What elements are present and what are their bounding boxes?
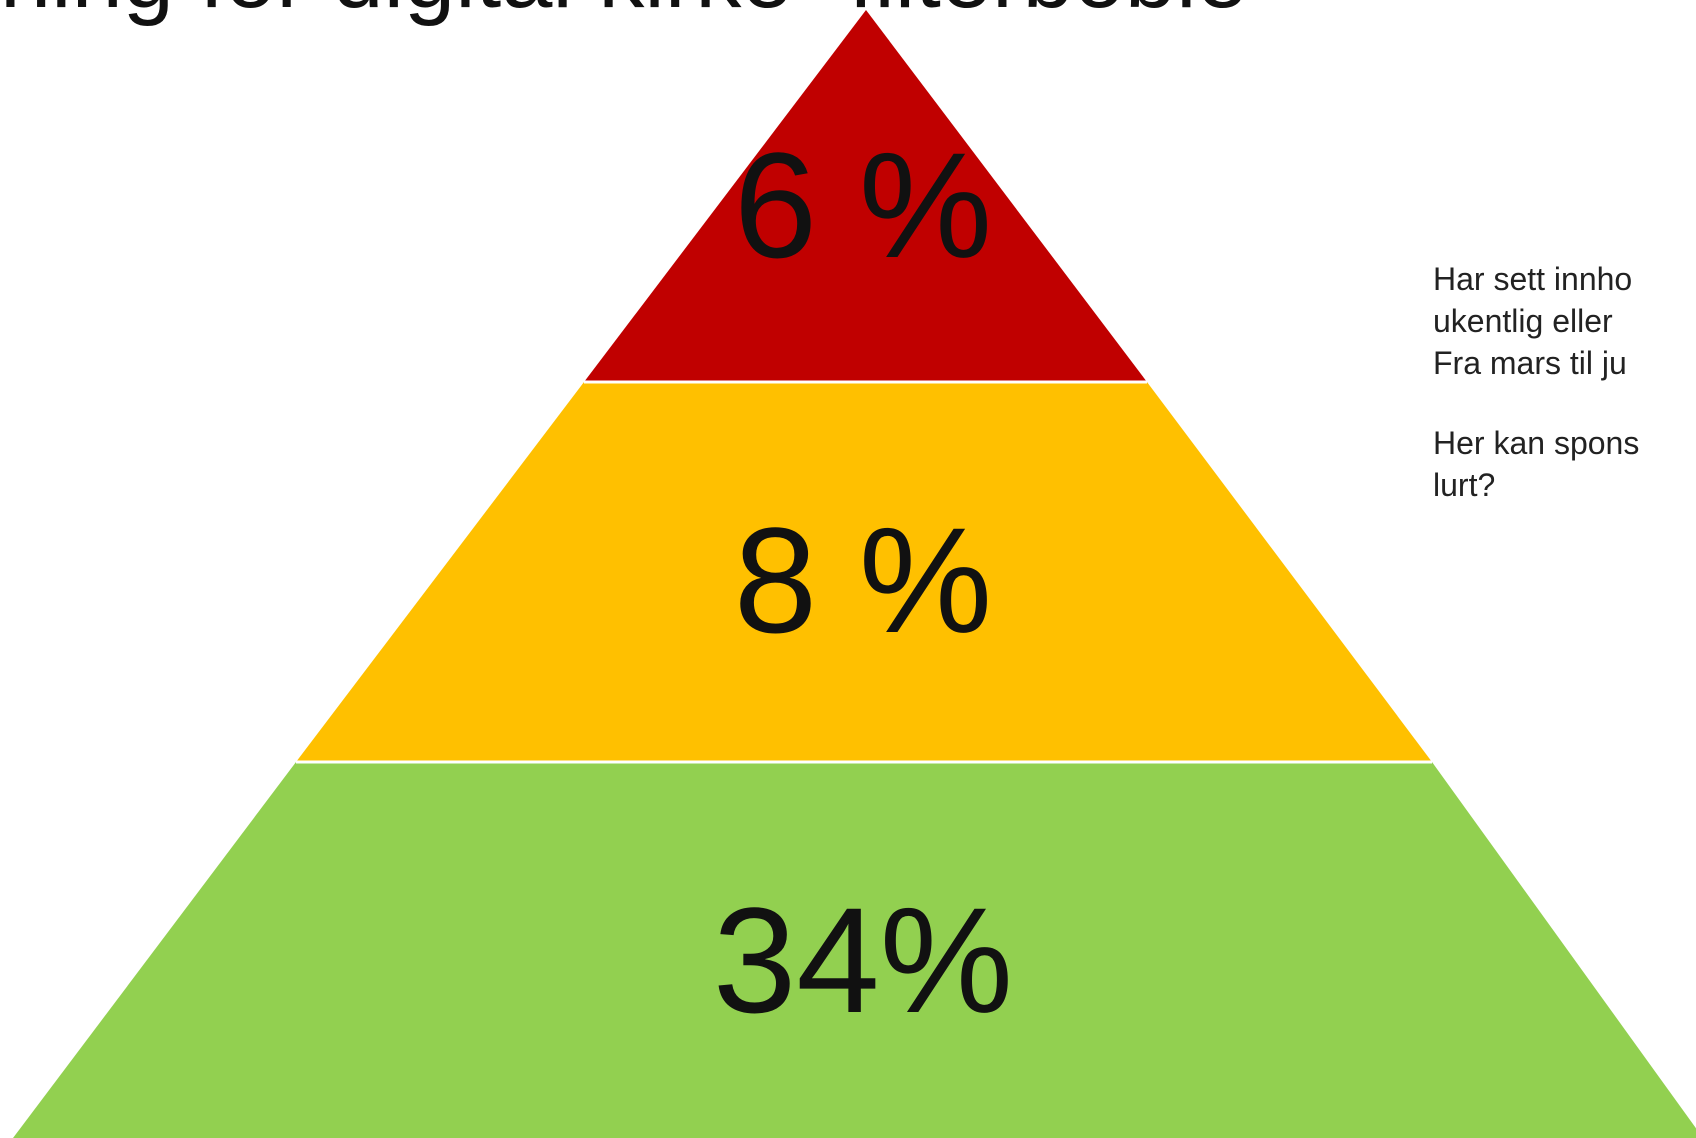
pyramid-level-top-label: 6 % bbox=[733, 121, 993, 289]
pyramid-level-bottom bbox=[13, 762, 1696, 1138]
side-note-spacer bbox=[1433, 384, 1639, 422]
pyramid-level-middle-label: 8 % bbox=[733, 496, 993, 664]
slide-title: ning for digital kirke- filterboble bbox=[0, 0, 1248, 22]
pyramid-level-middle bbox=[296, 382, 1432, 762]
pyramid-level-bottom-label: 34% bbox=[712, 876, 1014, 1044]
side-note-line: lurt? bbox=[1433, 467, 1496, 503]
side-note-line: Har sett innho bbox=[1433, 261, 1633, 297]
side-note-line: ukentlig eller bbox=[1433, 303, 1613, 339]
pyramid-level-top bbox=[584, 10, 1147, 382]
side-note-line: Her kan spons bbox=[1433, 425, 1640, 461]
side-note: Har sett innho ukentlig eller Fra mars t… bbox=[1433, 258, 1639, 506]
side-note-line: Fra mars til ju bbox=[1433, 345, 1627, 381]
